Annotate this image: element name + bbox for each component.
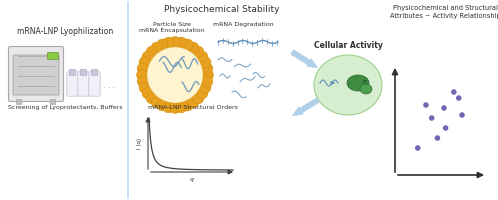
Circle shape	[146, 46, 157, 57]
Circle shape	[188, 97, 199, 108]
FancyBboxPatch shape	[80, 70, 87, 75]
Circle shape	[197, 51, 208, 62]
Text: q: q	[190, 176, 194, 182]
Circle shape	[146, 93, 157, 104]
Text: Cellular Activity: Cellular Activity	[314, 40, 382, 49]
Point	[422, 103, 430, 107]
Text: Particle Size
mRNA Encapsulation: Particle Size mRNA Encapsulation	[139, 22, 205, 33]
Circle shape	[142, 51, 153, 62]
Ellipse shape	[347, 75, 369, 91]
Circle shape	[136, 70, 147, 80]
FancyBboxPatch shape	[8, 46, 64, 102]
Point	[455, 96, 463, 100]
Circle shape	[202, 63, 213, 74]
Circle shape	[151, 97, 162, 108]
Circle shape	[193, 93, 204, 104]
Ellipse shape	[314, 55, 382, 115]
FancyBboxPatch shape	[69, 70, 76, 75]
Text: Physicochemical and Structural
Attributes ~ Activity Relationship: Physicochemical and Structural Attribute…	[389, 5, 498, 19]
Polygon shape	[292, 98, 319, 116]
FancyBboxPatch shape	[50, 99, 55, 104]
FancyBboxPatch shape	[91, 70, 98, 75]
FancyBboxPatch shape	[13, 55, 59, 95]
Point	[450, 90, 458, 94]
Circle shape	[151, 42, 162, 53]
Text: mRNA Degradation: mRNA Degradation	[213, 22, 273, 27]
Circle shape	[200, 82, 211, 93]
Circle shape	[202, 76, 213, 87]
Circle shape	[157, 100, 168, 111]
Circle shape	[203, 70, 214, 80]
Circle shape	[176, 37, 187, 48]
Circle shape	[197, 88, 208, 99]
FancyBboxPatch shape	[47, 52, 58, 59]
Circle shape	[163, 37, 174, 48]
Circle shape	[200, 57, 211, 68]
Circle shape	[193, 46, 204, 57]
FancyBboxPatch shape	[67, 72, 78, 96]
Point	[433, 136, 441, 140]
Text: . . .: . . .	[103, 80, 115, 90]
Point	[428, 116, 436, 120]
FancyBboxPatch shape	[16, 99, 21, 104]
Circle shape	[157, 39, 168, 50]
Point	[442, 126, 450, 130]
Circle shape	[163, 102, 174, 113]
Circle shape	[182, 100, 193, 111]
Ellipse shape	[360, 84, 372, 94]
Point	[440, 106, 448, 110]
Circle shape	[182, 39, 193, 50]
Circle shape	[188, 42, 199, 53]
Circle shape	[169, 102, 180, 114]
Circle shape	[137, 76, 148, 87]
Circle shape	[139, 57, 150, 68]
Text: I (q): I (q)	[136, 137, 141, 149]
Circle shape	[147, 47, 203, 103]
Circle shape	[169, 36, 180, 47]
Circle shape	[142, 88, 153, 99]
Polygon shape	[291, 50, 318, 68]
Text: mRNA-LNP Lyophilization: mRNA-LNP Lyophilization	[17, 27, 113, 36]
FancyBboxPatch shape	[89, 72, 100, 96]
FancyBboxPatch shape	[78, 72, 89, 96]
Circle shape	[137, 63, 148, 74]
Point	[458, 113, 466, 117]
Circle shape	[176, 102, 187, 113]
Text: Screening of Lyoprotectants, Buffers: Screening of Lyoprotectants, Buffers	[8, 104, 122, 110]
Point	[414, 146, 422, 150]
Text: Physicochemical Stability: Physicochemical Stability	[164, 5, 280, 14]
Circle shape	[139, 82, 150, 93]
Text: mRNA-LNP Structural Orders: mRNA-LNP Structural Orders	[148, 105, 238, 110]
